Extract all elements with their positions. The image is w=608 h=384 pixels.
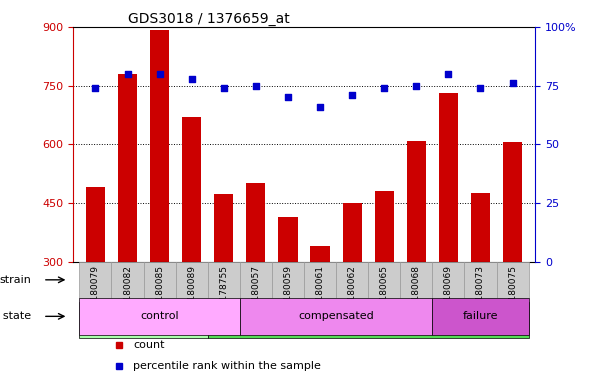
Text: disease state: disease state (0, 311, 32, 321)
Point (123, 71, 133, 77)
Bar (375, 191, 394, 262)
Text: GSM180069: GSM180069 (444, 265, 453, 320)
Text: GDS3018 / 1376659_at: GDS3018 / 1376659_at (128, 12, 290, 26)
Bar (143, 262, 176, 298)
Text: GSM180068: GSM180068 (412, 265, 421, 320)
Point (315, 104, 325, 110)
Bar (80, 262, 111, 298)
Text: GSM180089: GSM180089 (187, 265, 196, 320)
Point (187, 75, 196, 81)
Bar (240, 262, 272, 298)
Bar (432, 262, 465, 298)
Text: GSM180082: GSM180082 (123, 265, 132, 320)
Bar (208, 262, 240, 298)
Bar (407, 141, 426, 262)
Bar (342, 203, 362, 262)
Point (508, 80, 517, 86)
Text: count: count (133, 340, 165, 350)
Bar (503, 142, 522, 262)
Text: GSM180075: GSM180075 (508, 265, 517, 320)
Point (443, 71, 453, 77)
Text: control: control (140, 311, 179, 321)
Point (154, 71, 164, 77)
Point (475, 85, 485, 91)
Bar (400, 262, 432, 298)
Bar (471, 193, 490, 262)
Bar (80, 298, 240, 334)
Bar (304, 262, 336, 298)
Text: percentile rank within the sample: percentile rank within the sample (133, 361, 321, 371)
Point (283, 94, 293, 100)
Text: failure: failure (463, 311, 498, 321)
Bar (111, 262, 143, 298)
Bar (497, 262, 528, 298)
Bar (150, 30, 169, 262)
Bar (118, 74, 137, 262)
Bar (182, 117, 201, 262)
Bar (311, 246, 330, 262)
Text: GSM180062: GSM180062 (348, 265, 357, 320)
Text: GSM180085: GSM180085 (155, 265, 164, 320)
Bar (176, 262, 208, 298)
Text: GSM180059: GSM180059 (283, 265, 292, 320)
Bar (208, 302, 528, 338)
Bar (272, 262, 304, 298)
Point (347, 92, 357, 98)
Bar (214, 194, 233, 262)
Text: GSM180073: GSM180073 (476, 265, 485, 320)
Text: GSM178755: GSM178755 (219, 265, 228, 320)
Bar (240, 298, 432, 334)
Bar (80, 302, 208, 338)
Bar (439, 93, 458, 262)
Bar (368, 262, 400, 298)
Text: GSM180061: GSM180061 (316, 265, 325, 320)
Text: GSM180079: GSM180079 (91, 265, 100, 320)
Bar (246, 183, 266, 262)
Point (251, 83, 261, 89)
Point (412, 83, 421, 89)
Bar (336, 262, 368, 298)
Bar (432, 298, 528, 334)
Text: hypertensive: hypertensive (332, 315, 405, 325)
Text: GSM180057: GSM180057 (251, 265, 260, 320)
Bar (86, 187, 105, 262)
Bar (278, 217, 297, 262)
Bar (465, 262, 497, 298)
Text: GSM180065: GSM180065 (380, 265, 389, 320)
Text: compensated: compensated (298, 311, 374, 321)
Text: non-hypertensive: non-hypertensive (95, 315, 193, 325)
Point (91, 85, 100, 91)
Text: strain: strain (0, 275, 32, 285)
Point (219, 85, 229, 91)
Point (379, 85, 389, 91)
